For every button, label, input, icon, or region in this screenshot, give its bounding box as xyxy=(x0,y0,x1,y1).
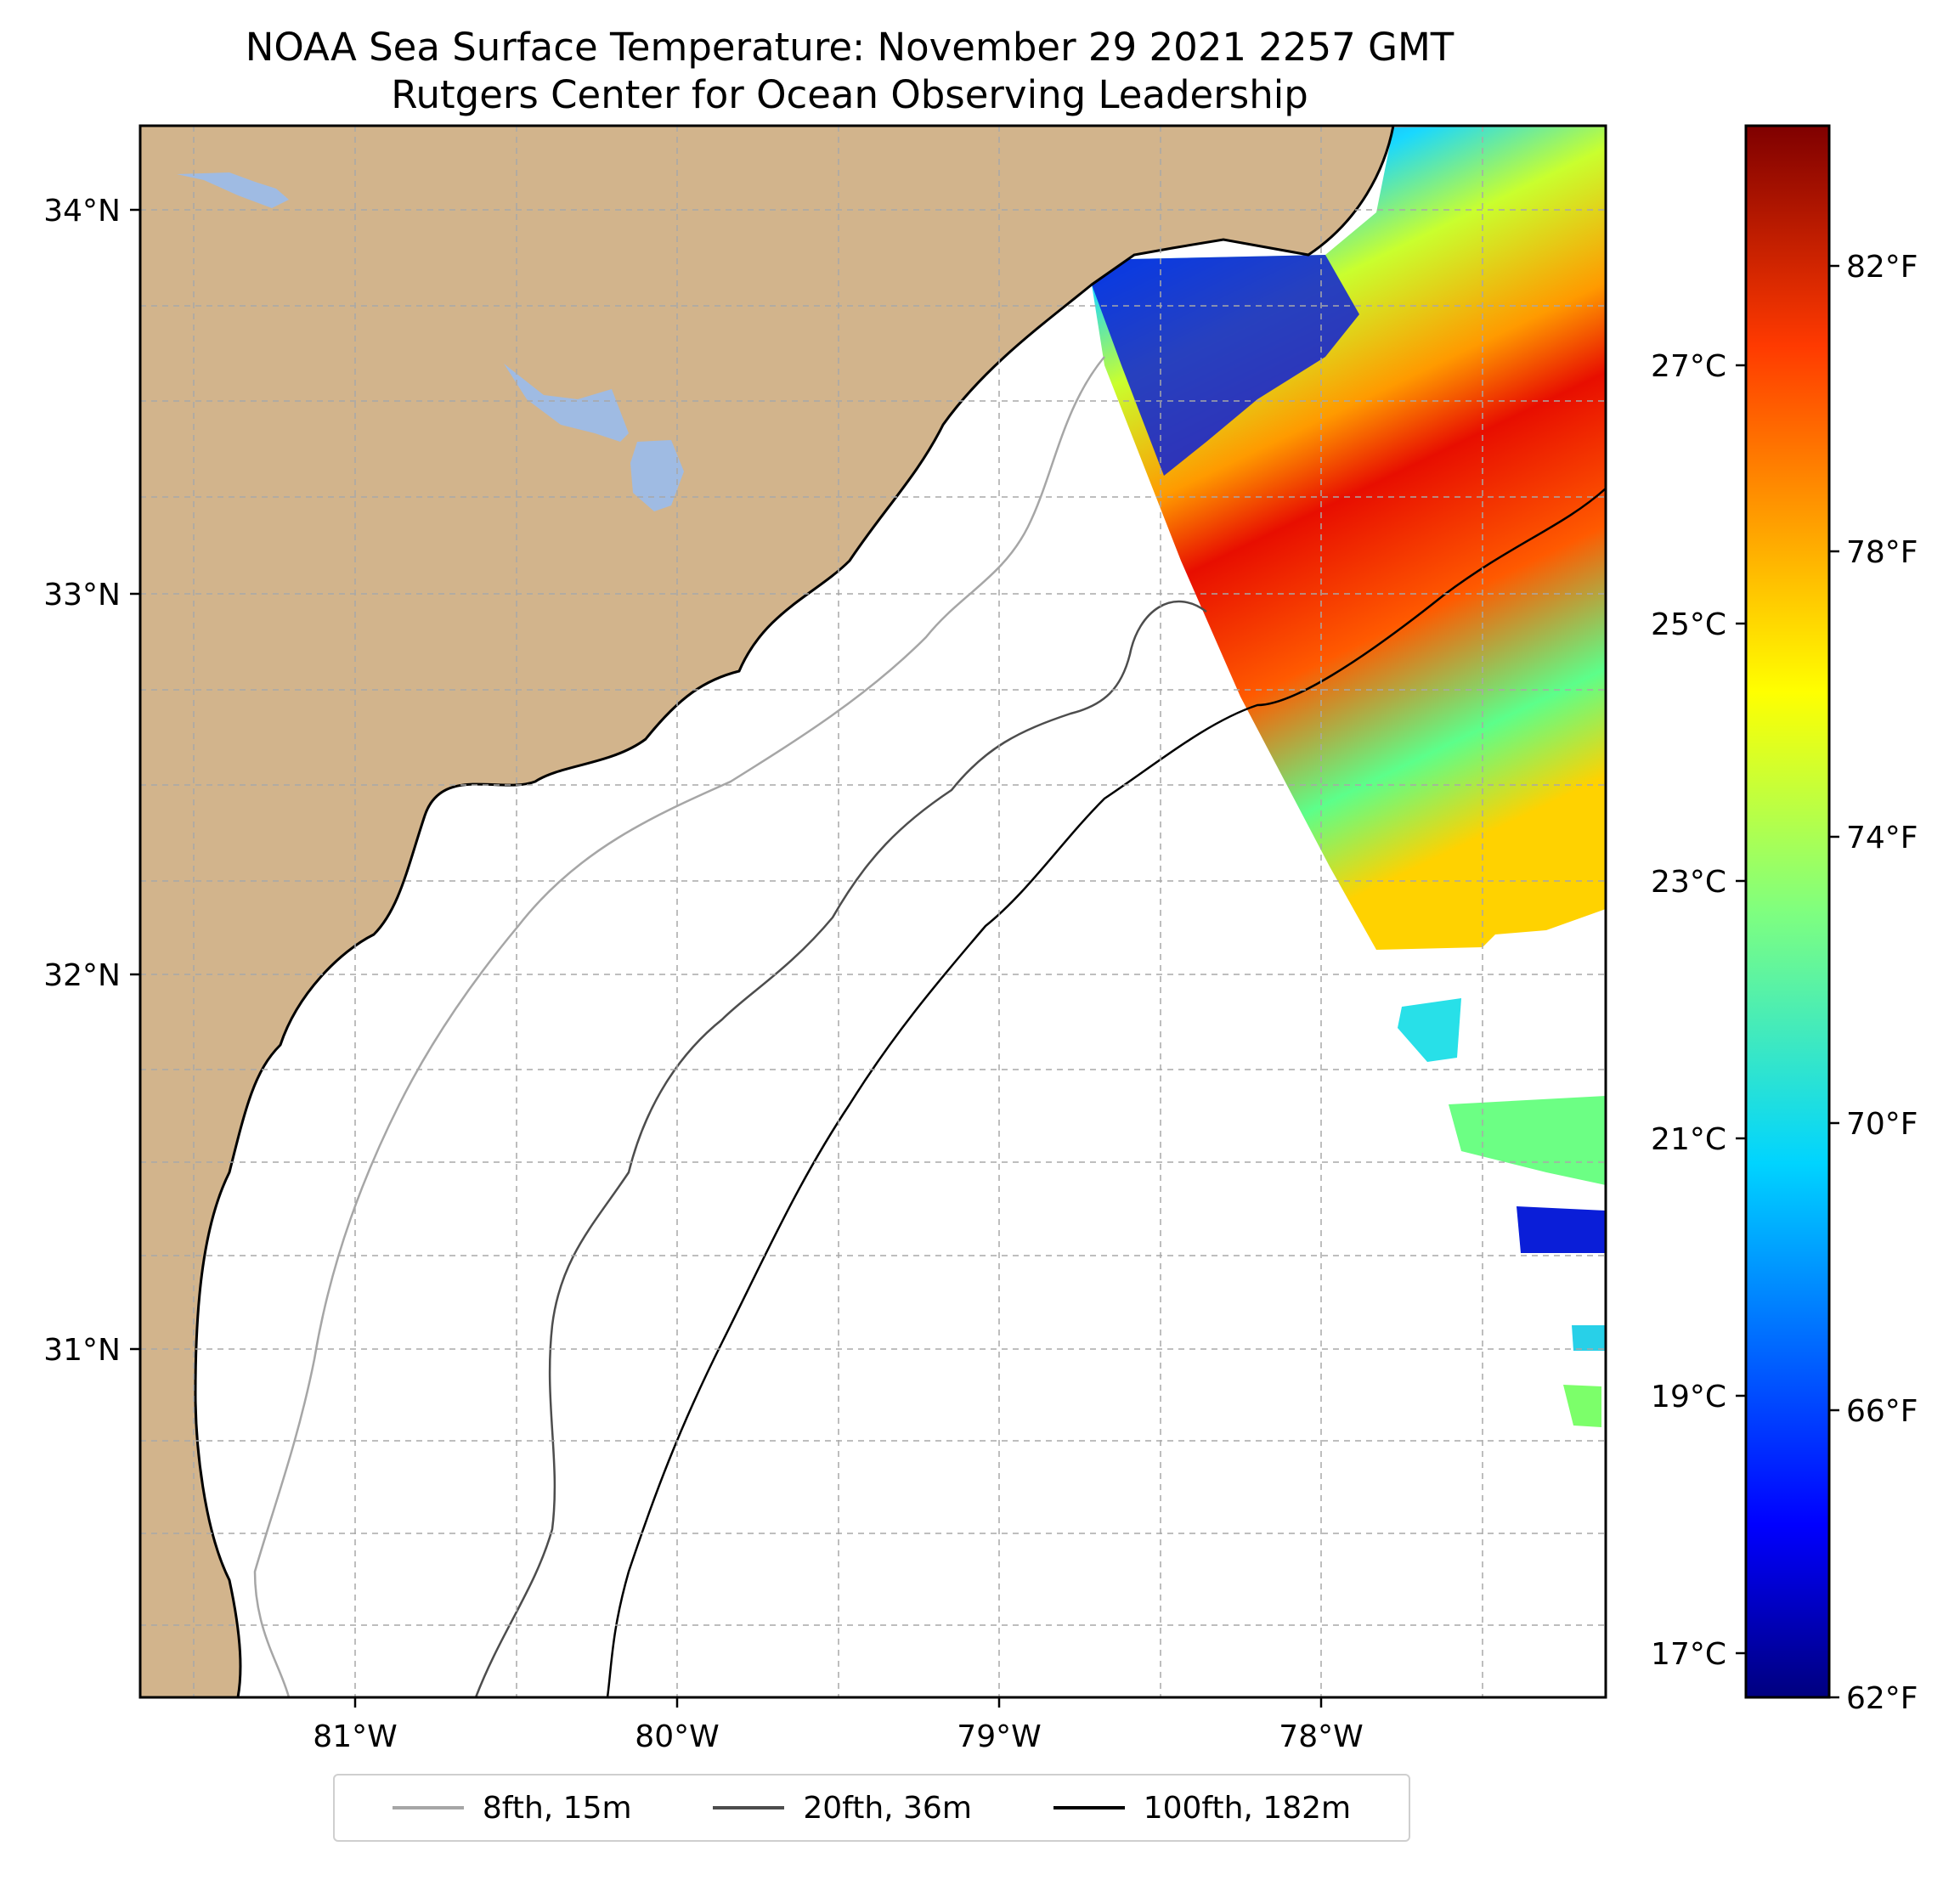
sst-patch-4 xyxy=(1572,1325,1606,1351)
water-lake-2 xyxy=(504,364,629,442)
lat-label-33n: 33°N xyxy=(43,578,121,613)
sst-patch-3 xyxy=(1517,1206,1606,1253)
legend-swatch-15m xyxy=(392,1806,464,1809)
lat-axis xyxy=(130,208,140,1351)
colorbar-label-25c: 25°C xyxy=(1651,607,1726,642)
title-line-1: NOAA Sea Surface Temperature: November 2… xyxy=(245,25,1454,70)
colorbar xyxy=(1744,124,1831,1699)
colorbar-label-82f: 82°F xyxy=(1846,250,1918,285)
map-frame xyxy=(138,124,1607,1699)
sst-cold-pool xyxy=(1092,255,1359,476)
colorbar-label-17c: 17°C xyxy=(1651,1637,1726,1672)
map-area xyxy=(140,126,1606,1697)
colorbar-label-78f: 78°F xyxy=(1846,535,1918,570)
colorbar-c-ticks xyxy=(1736,364,1746,1655)
colorbar-f-ticks xyxy=(1829,264,1839,1699)
legend-label-36m: 20fth, 36m xyxy=(803,1790,972,1826)
colorbar-label-74f: 74°F xyxy=(1846,821,1918,855)
water-lake-3 xyxy=(630,440,684,511)
lat-label-34n: 34°N xyxy=(43,194,121,229)
colorbar-label-21c: 21°C xyxy=(1651,1122,1726,1157)
lat-label-31n: 31°N xyxy=(43,1333,121,1368)
sst-patch-5 xyxy=(1563,1385,1601,1427)
legend: 8fth, 15m 20fth, 36m 100fth, 182m xyxy=(333,1774,1410,1842)
legend-item-15m: 8fth, 15m xyxy=(392,1790,632,1826)
colorbar-label-70f: 70°F xyxy=(1846,1107,1918,1142)
isobath-36m xyxy=(474,600,1207,1697)
colorbar-label-62f: 62°F xyxy=(1846,1681,1918,1716)
lon-axis xyxy=(353,1697,1323,1708)
title-line-2: Rutgers Center for Ocean Observing Leade… xyxy=(391,72,1308,117)
isobath-15m xyxy=(253,356,1105,1697)
legend-swatch-182m xyxy=(1053,1806,1125,1809)
legend-item-182m: 100fth, 182m xyxy=(1053,1791,1351,1826)
map-title: NOAA Sea Surface Temperature: November 2… xyxy=(0,24,1699,119)
legend-item-36m: 20fth, 36m xyxy=(713,1791,972,1826)
lon-label-80w: 80°W xyxy=(635,1719,719,1754)
sst-patch-1 xyxy=(1398,998,1461,1062)
lon-label-79w: 79°W xyxy=(957,1719,1041,1754)
colorbar-label-23c: 23°C xyxy=(1651,865,1726,900)
water-lake-1 xyxy=(177,172,289,208)
colorbar-label-66f: 66°F xyxy=(1846,1394,1918,1429)
colorbar-label-19c: 19°C xyxy=(1651,1380,1726,1414)
isobath-182m xyxy=(606,488,1606,1697)
lon-label-81w: 81°W xyxy=(313,1719,397,1754)
legend-label-182m: 100fth, 182m xyxy=(1143,1790,1352,1826)
colorbar-label-27c: 27°C xyxy=(1651,349,1726,384)
gridlines xyxy=(140,126,1606,1697)
legend-label-15m: 8fth, 15m xyxy=(482,1790,632,1826)
lon-label-78w: 78°W xyxy=(1279,1719,1363,1754)
lat-label-32n: 32°N xyxy=(43,958,121,993)
legend-swatch-36m xyxy=(713,1806,785,1809)
